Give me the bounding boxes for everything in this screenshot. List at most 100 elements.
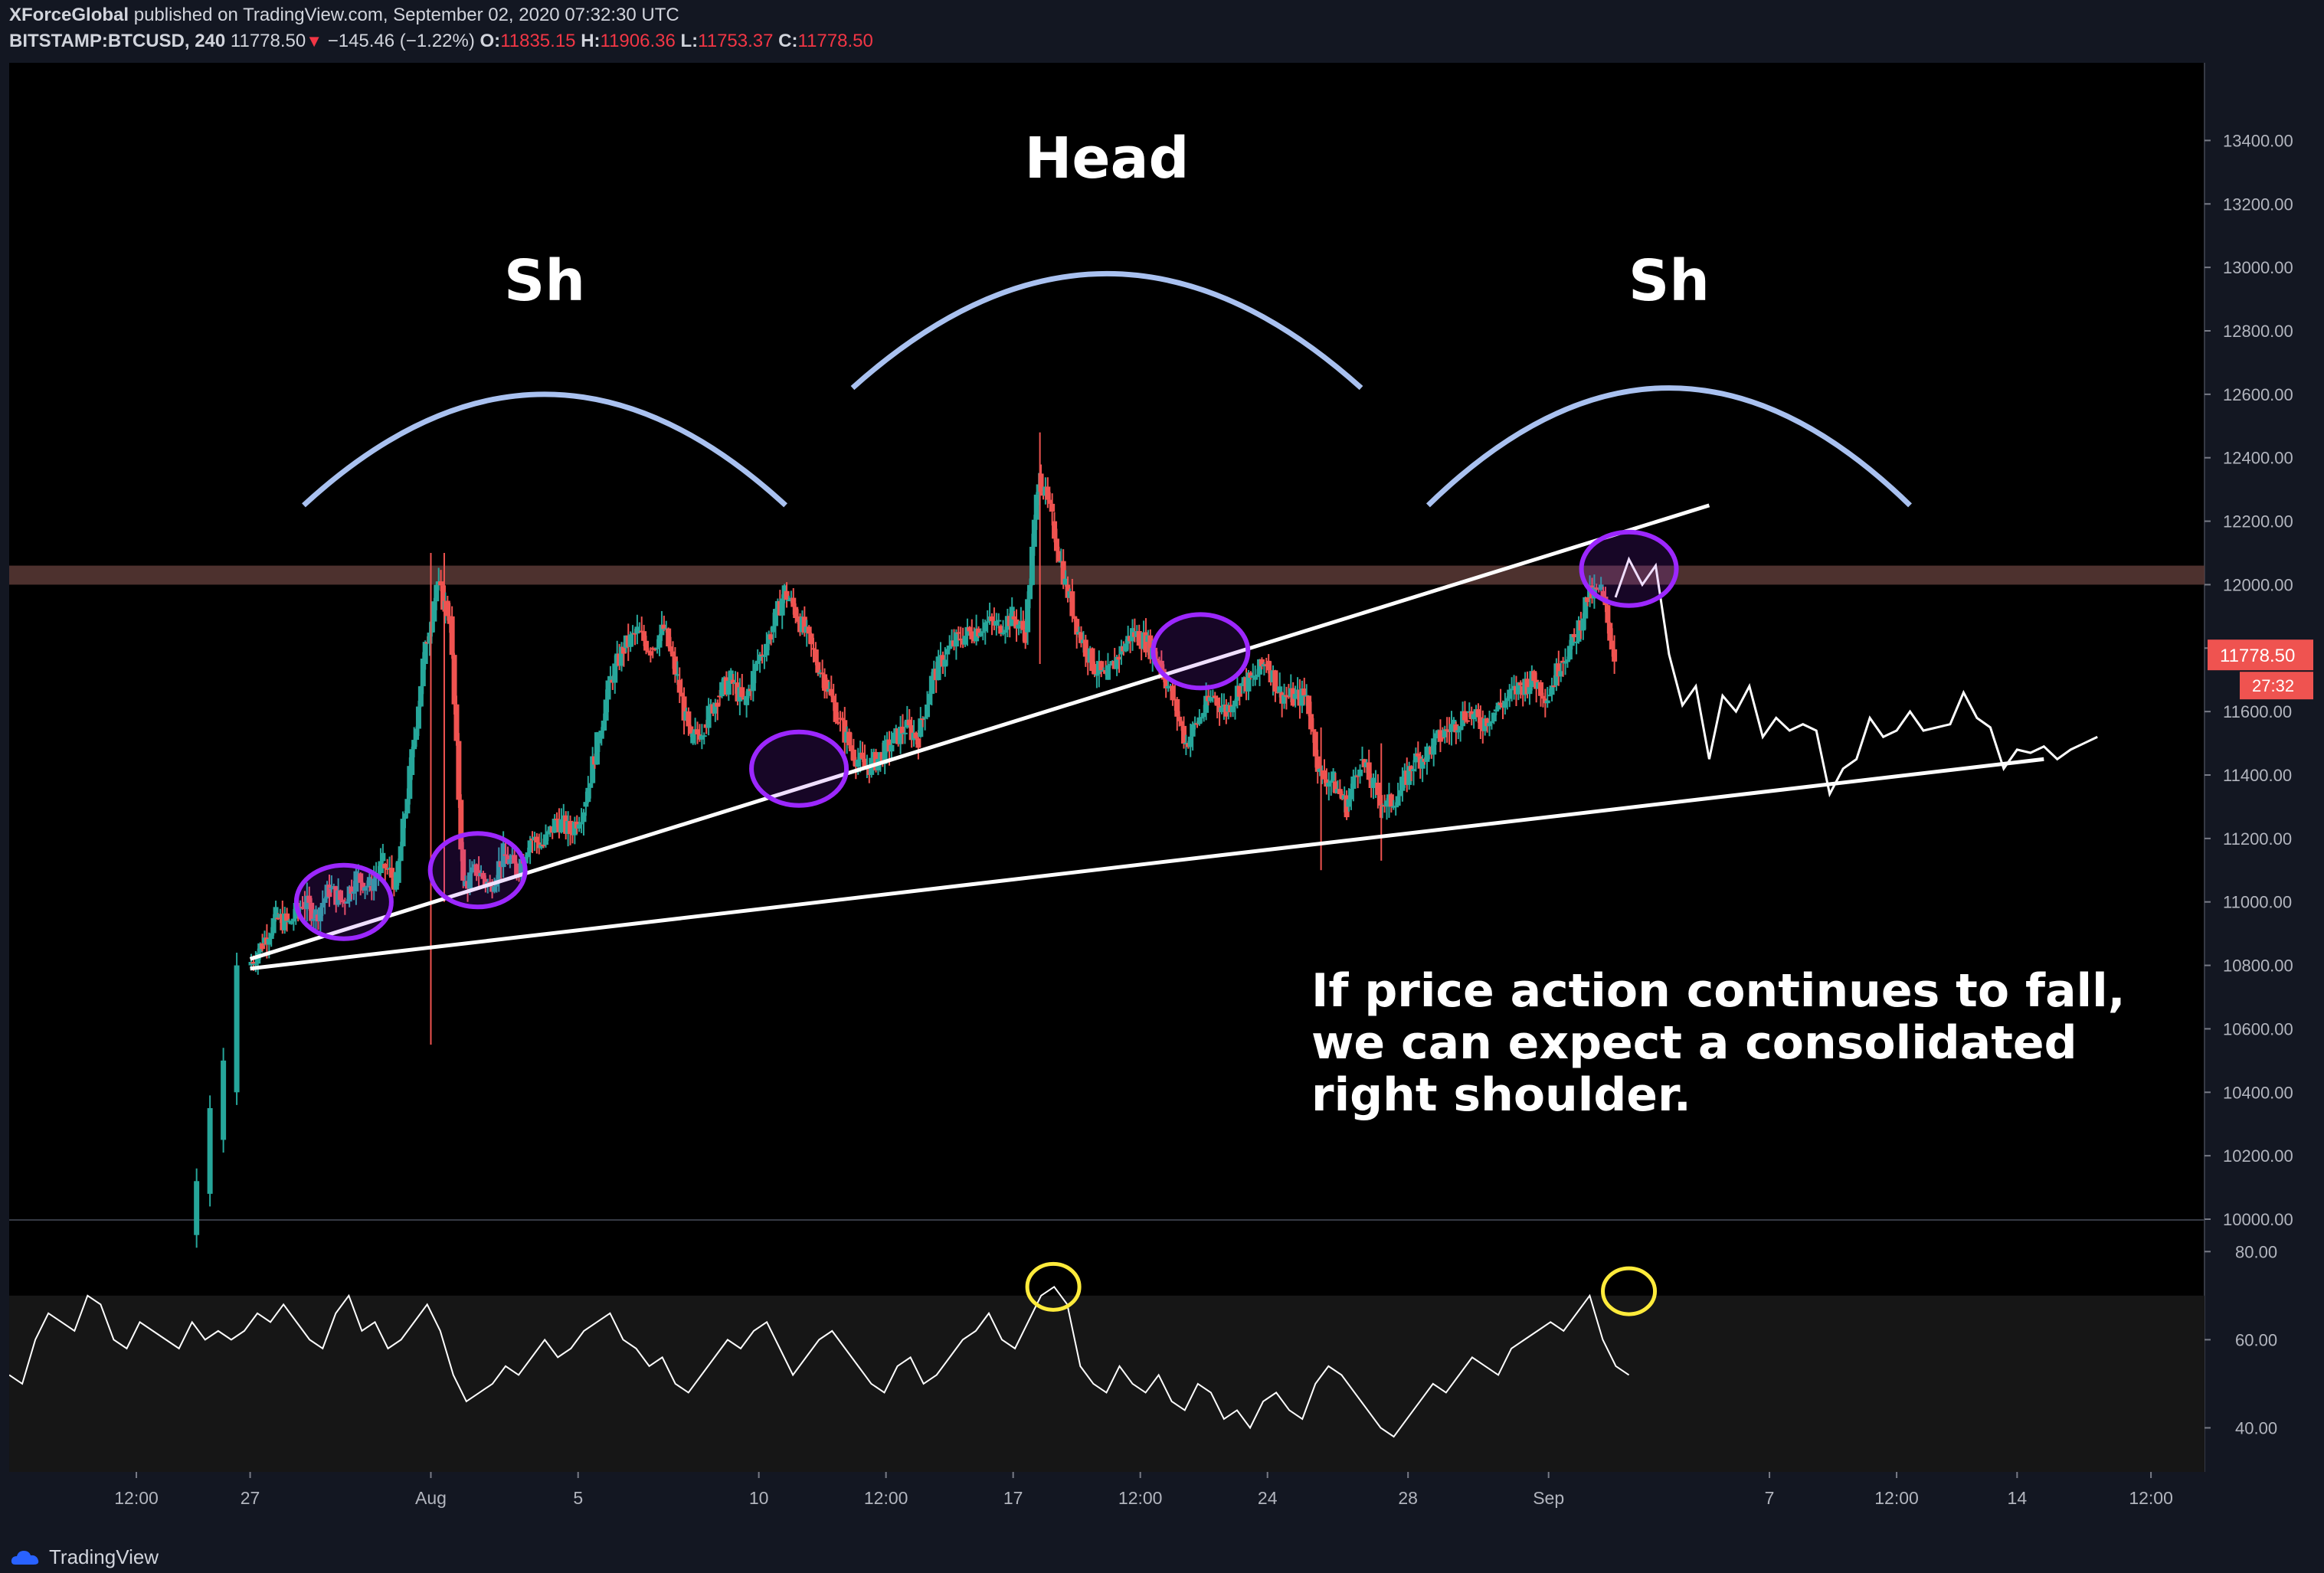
candle-body	[1105, 665, 1111, 680]
candle-body	[1013, 619, 1020, 629]
candle-body	[668, 646, 674, 652]
price-tick-label: 12600.00	[2223, 385, 2293, 404]
candle-body	[366, 877, 372, 886]
candle-body	[676, 679, 682, 693]
candle-body	[620, 646, 627, 654]
candle-down	[1056, 546, 1062, 563]
chart-area[interactable]: 10000.00 10200.00 10400.00 10600.00 10800.00…	[9, 63, 2315, 1541]
candle-body	[284, 913, 290, 921]
candle-body	[1458, 726, 1464, 731]
candle-down	[326, 874, 332, 908]
candle-up	[953, 629, 959, 660]
candle-body	[1397, 790, 1403, 796]
candle-body	[913, 732, 919, 739]
candle-body	[1451, 719, 1457, 724]
candle-body	[666, 628, 672, 647]
candle-body	[1047, 499, 1053, 504]
tradingview-logo[interactable]: TradingView	[11, 1545, 159, 1569]
candle-up	[1433, 731, 1439, 745]
candle-body	[1257, 659, 1263, 675]
price-tick-label: 11000.00	[2223, 893, 2292, 912]
candle-up	[1025, 591, 1031, 646]
candle-body	[947, 645, 953, 649]
candle-down	[1306, 695, 1312, 717]
candle-body	[977, 633, 984, 636]
candle-body	[1236, 685, 1242, 697]
candle-body	[976, 628, 982, 636]
candle-up	[545, 829, 551, 841]
candle-body	[1250, 675, 1256, 678]
candle-body	[1437, 730, 1443, 742]
candle-body	[840, 718, 846, 721]
candle-body	[661, 624, 667, 630]
candle-body	[1072, 616, 1078, 620]
candle-body	[1337, 789, 1343, 794]
candle-up	[1326, 772, 1332, 801]
candle-body	[1509, 688, 1515, 691]
price-change: −145.46 (−1.22%)	[327, 31, 475, 51]
down-arrow-icon: ▼	[306, 31, 323, 51]
candle-body	[674, 674, 680, 676]
candle-body	[1038, 473, 1044, 492]
price-tick-label: 11200.00	[2223, 829, 2292, 849]
candle-body	[545, 831, 551, 835]
candle-body	[1314, 756, 1321, 772]
candle-up	[1527, 687, 1533, 705]
candle-body	[1177, 716, 1183, 721]
candle-body	[659, 624, 665, 636]
candle-body	[306, 895, 313, 903]
candle-up	[558, 808, 565, 834]
candle-body	[451, 655, 457, 705]
candle-body	[1406, 766, 1412, 785]
candle-down	[451, 652, 457, 715]
candle-down	[998, 624, 1004, 636]
candle-down	[1377, 782, 1383, 818]
candle-body	[382, 864, 388, 868]
candle-up	[1583, 597, 1589, 630]
candle-down	[1038, 464, 1044, 494]
candle-down	[846, 728, 853, 749]
candle-body	[944, 649, 951, 655]
candle-body	[438, 581, 444, 586]
candle-body	[1239, 683, 1245, 686]
candle-up	[1509, 677, 1515, 701]
candle-body	[358, 873, 364, 883]
candle-body	[1544, 700, 1550, 704]
candle-body	[820, 672, 826, 675]
candle-down	[815, 649, 821, 676]
candle-body	[1163, 679, 1169, 688]
candle-body	[576, 824, 582, 829]
tradingview-brand: TradingView	[49, 1545, 159, 1568]
candle-body	[1551, 685, 1557, 688]
candle-body	[1230, 706, 1236, 713]
symbol-label[interactable]: BITSTAMP:BTCUSD, 240	[9, 31, 226, 51]
candle-body	[1049, 503, 1056, 512]
candle-body	[364, 885, 370, 888]
candle-body	[815, 662, 821, 673]
candle-body	[1317, 768, 1323, 772]
candle-body	[601, 720, 607, 731]
candle-body	[759, 654, 765, 656]
author-name[interactable]: XForceGlobal	[9, 5, 129, 25]
candle-up	[1357, 764, 1363, 784]
candle-body	[1605, 605, 1611, 623]
candle-body	[1033, 494, 1039, 520]
candle-down	[666, 627, 672, 649]
candle-body	[525, 852, 531, 857]
candle-down	[1116, 654, 1122, 673]
candle-body	[1600, 590, 1606, 597]
candle-body	[899, 726, 905, 734]
candle-down	[813, 642, 819, 666]
candle-body	[1272, 670, 1278, 692]
candle-down	[1170, 679, 1176, 706]
candles	[248, 464, 1618, 975]
candle-body	[456, 741, 462, 800]
candle-body	[552, 819, 558, 833]
candle-body	[859, 752, 866, 759]
chart-canvas[interactable]: 10000.00 10200.00 10400.00 10600.00 10800.00…	[9, 63, 2315, 1541]
candle-body	[1136, 631, 1142, 646]
candle-body	[1598, 584, 1604, 590]
candle-body	[1053, 538, 1059, 551]
candle-body	[1560, 660, 1566, 663]
candle-down	[1079, 626, 1085, 648]
